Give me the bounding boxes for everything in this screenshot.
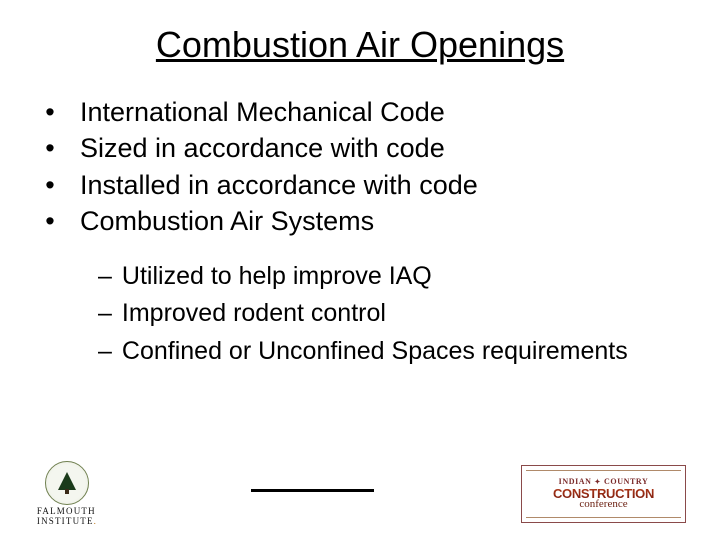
sub-bullet-text: Confined or Unconfined Spaces requiremen…: [122, 333, 628, 371]
bullet-text: Installed in accordance with code: [80, 167, 478, 203]
bullet-item: Installed in accordance with code: [68, 167, 680, 203]
logo-top-right: COUNTRY: [604, 477, 648, 486]
bullet-item: International Mechanical Code: [68, 94, 680, 130]
slide-title: Combustion Air Openings: [40, 24, 680, 66]
bullet-text: International Mechanical Code: [80, 94, 445, 130]
sub-bullet-item: Utilized to help improve IAQ: [98, 258, 680, 296]
sub-bullet-list: Utilized to help improve IAQ Improved ro…: [98, 258, 680, 371]
bullet-item: Combustion Air Systems: [68, 203, 680, 239]
falmouth-line1: FALMOUTH: [37, 506, 96, 516]
footer: FALMOUTH INSTITUTE INDIAN COUNTRY CONSTR…: [0, 461, 720, 526]
logo-top-left: INDIAN: [559, 477, 592, 486]
sub-bullet-text: Utilized to help improve IAQ: [122, 258, 432, 296]
star-icon: [595, 477, 601, 486]
bullet-item: Sized in accordance with code: [68, 130, 680, 166]
seal-icon: [45, 461, 89, 505]
bullet-text: Combustion Air Systems: [80, 203, 374, 239]
logo-rule: [526, 517, 681, 518]
sub-bullet-item: Improved rodent control: [98, 295, 680, 333]
logo-top-line: INDIAN COUNTRY: [559, 477, 649, 486]
bullet-text: Sized in accordance with code: [80, 130, 445, 166]
construction-logo: INDIAN COUNTRY CONSTRUCTION conference: [521, 465, 686, 523]
logo-sub: conference: [579, 499, 627, 510]
sub-bullet-text: Improved rodent control: [122, 295, 386, 333]
falmouth-line2: INSTITUTE: [37, 517, 97, 526]
falmouth-logo: FALMOUTH INSTITUTE: [30, 461, 104, 526]
tree-icon: [58, 472, 76, 490]
falmouth-text: FALMOUTH INSTITUTE: [37, 507, 97, 526]
sub-bullet-item: Confined or Unconfined Spaces requiremen…: [98, 333, 680, 371]
logo-rule: [526, 470, 681, 471]
footer-divider: [251, 489, 374, 492]
bullet-list: International Mechanical Code Sized in a…: [68, 94, 680, 240]
slide: Combustion Air Openings International Me…: [0, 0, 720, 540]
